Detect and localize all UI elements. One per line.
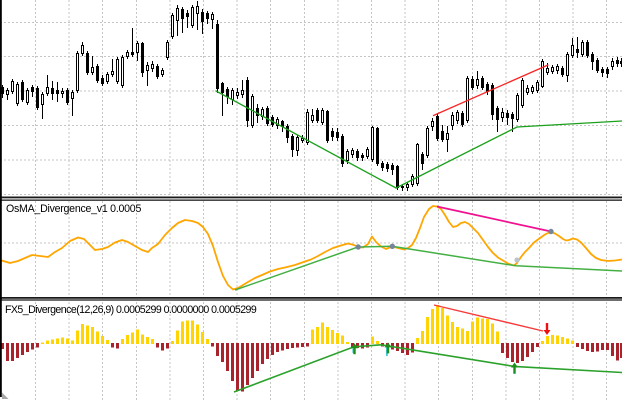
svg-text:FX5_Divergence(12,26,9) 0.0005: FX5_Divergence(12,26,9) 0.0005299 0.0000… [5, 304, 257, 316]
svg-text:OsMA_Divergence_v1 0.0005: OsMA_Divergence_v1 0.0005 [6, 203, 141, 215]
